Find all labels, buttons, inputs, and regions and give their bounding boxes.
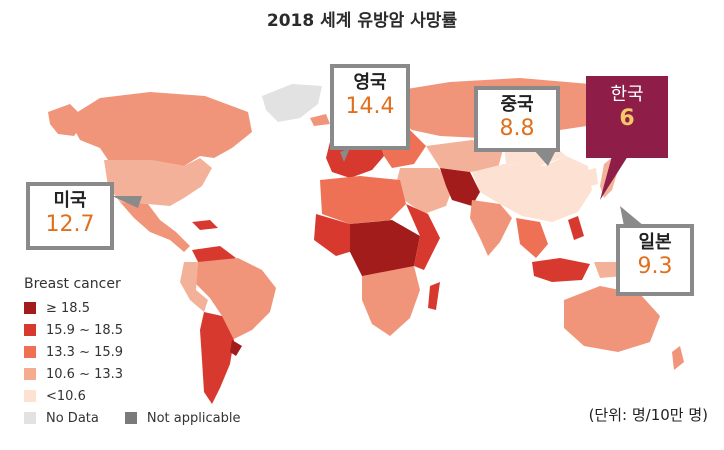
- legend-label-not-applicable: Not applicable: [146, 410, 241, 426]
- callout-usa: 미국 12.7: [26, 182, 114, 250]
- region-pakistan: [440, 168, 480, 206]
- legend-label-4: 10.6 ~ 13.3: [46, 366, 124, 382]
- legend-title: Breast cancer: [24, 276, 121, 292]
- region-greenland: [262, 84, 322, 122]
- region-china: [472, 156, 592, 222]
- region-indonesia: [532, 258, 590, 282]
- region-argentina: [200, 312, 234, 404]
- legend-label-no-data: No Data: [46, 410, 99, 426]
- country-name-china: 중국: [500, 94, 534, 115]
- unit-note: (단위: 명/10만 명): [588, 406, 708, 424]
- country-name-uk: 영국: [353, 72, 387, 93]
- legend-swatch-5: [24, 390, 36, 402]
- map-title: 2018 세계 유방암 사망률: [266, 11, 458, 31]
- legend-swatch-4: [24, 368, 36, 380]
- rate-value-japan: 9.3: [637, 254, 673, 279]
- rate-value-korea: 6: [619, 106, 635, 131]
- legend-label-3: 13.3 ~ 15.9: [46, 344, 124, 360]
- region-southern-africa: [362, 266, 420, 336]
- region-middle-east: [396, 168, 454, 214]
- region-usa: [104, 158, 212, 206]
- region-philippines: [568, 216, 584, 240]
- legend-item-3: 13.3 ~ 15.9: [24, 341, 240, 363]
- legend-swatch-no-data: [24, 412, 36, 424]
- legend-item-4: 10.6 ~ 13.3: [24, 363, 240, 385]
- callout-uk: 영국 14.4: [330, 64, 410, 150]
- region-australia: [564, 286, 660, 352]
- rate-value-uk: 14.4: [345, 94, 395, 119]
- region-brazil: [196, 258, 276, 340]
- region-india: [470, 200, 512, 256]
- region-madagascar: [428, 282, 440, 310]
- legend-item-5: <10.6: [24, 385, 240, 407]
- legend-label-1: ≥ 18.5: [46, 300, 90, 316]
- region-alaska: [48, 104, 86, 136]
- region-east-africa: [406, 204, 440, 270]
- callout-korea: 한국 6: [586, 76, 668, 158]
- region-se-asia: [516, 218, 548, 258]
- legend-swatch-1: [24, 302, 36, 314]
- region-new-zealand: [672, 346, 684, 370]
- rate-value-china: 8.8: [499, 116, 535, 141]
- callout-japan: 일본 9.3: [616, 224, 694, 296]
- legend-extra-row: No Data Not applicable: [24, 407, 240, 429]
- country-name-japan: 일본: [638, 232, 672, 253]
- region-mexico: [120, 202, 190, 252]
- legend-swatch-3: [24, 346, 36, 358]
- region-north-africa: [320, 176, 406, 224]
- legend: Breast cancer ≥ 18.5 15.9 ~ 18.5 13.3 ~ …: [24, 276, 240, 429]
- legend-label-2: 15.9 ~ 18.5: [46, 322, 124, 338]
- region-west-africa: [314, 214, 356, 256]
- region-canada: [68, 92, 252, 166]
- country-name-usa: 미국: [53, 190, 87, 211]
- legend-swatch-not-applicable: [124, 412, 137, 424]
- region-peru: [180, 262, 208, 312]
- callout-china: 중국 8.8: [474, 86, 560, 152]
- region-iceland: [310, 114, 330, 126]
- region-uruguay: [230, 340, 242, 356]
- region-caribbean: [192, 220, 218, 230]
- legend-item-2: 15.9 ~ 18.5: [24, 319, 240, 341]
- legend-label-5: <10.6: [46, 388, 86, 404]
- legend-item-1: ≥ 18.5: [24, 297, 240, 319]
- region-central-africa: [350, 220, 420, 280]
- rate-value-usa: 12.7: [45, 212, 95, 237]
- region-korea: [588, 168, 598, 186]
- legend-swatch-2: [24, 324, 36, 336]
- country-name-korea: 한국: [610, 84, 644, 105]
